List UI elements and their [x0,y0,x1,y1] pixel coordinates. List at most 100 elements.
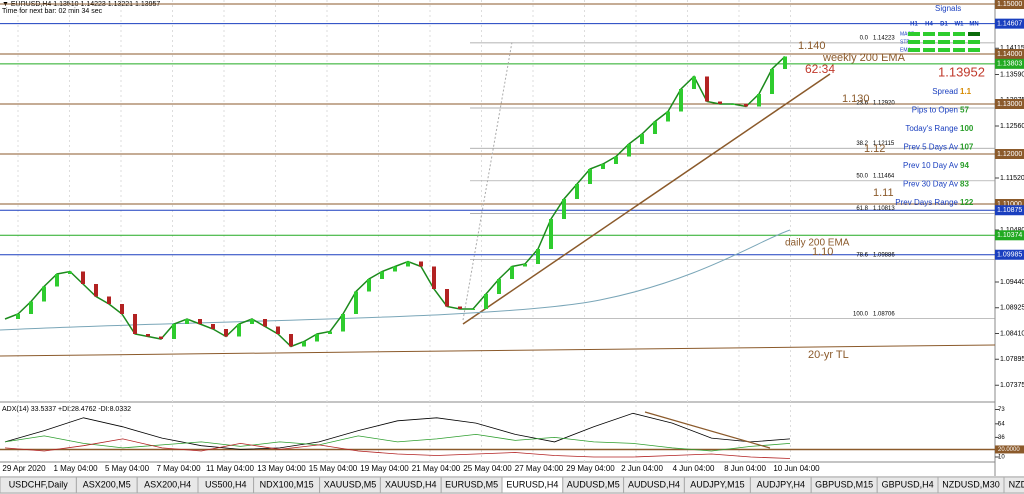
tab-label[interactable]: XAUUSD,M5 [324,479,377,489]
signal-col: H1 [910,22,918,28]
trendline [462,73,831,325]
signal-box [968,48,980,52]
stat-value: 57 [960,106,969,115]
stat-label: Spread [932,87,958,96]
tab-label[interactable]: EURUSD,M5 [445,479,498,489]
annotation: 20-yr TL [808,349,849,361]
candle [185,319,189,324]
stat-label: Today's Range [905,124,958,133]
tab-label[interactable]: AUDJPY,H4 [757,479,805,489]
adx-tick-label: 73 [998,407,1005,413]
candle [328,331,332,334]
candle [666,111,670,122]
annotation: 1.11 [873,187,894,199]
adx-label: ADX(14) 33.5337 +DI:28.4762 -DI:8.0332 [2,406,131,413]
tab[interactable] [1003,476,1024,494]
signals-title: Signals [935,4,961,13]
candle [731,104,735,105]
candle [68,271,72,274]
level-box [995,0,1024,10]
candle [549,219,553,249]
tab-label[interactable]: US500,H4 [205,479,247,489]
signal-box [953,40,965,44]
signal-row: EMA [900,47,912,53]
level-box [995,249,1024,260]
signal-box [968,40,980,44]
tab-label[interactable]: AUDJPY,M15 [690,479,744,489]
candle [380,271,384,279]
stat-label: Prev Days Range [895,198,958,207]
time-label: 27 May 04:00 [515,464,564,473]
price-label: 1.12560 [1000,123,1024,130]
level-label: 1.11000 [997,201,1022,208]
price-label: 1.13590 [1000,71,1024,78]
stat-label: Prev 30 Day Av [903,180,958,189]
candle [107,296,111,304]
candle [653,121,657,134]
tab-label[interactable]: AUDUSD,M5 [567,479,620,489]
candle [172,324,176,339]
tab-label[interactable]: NZDUSD,H4 [1009,479,1024,489]
candle [289,334,293,347]
time-label: 5 May 04:00 [105,464,150,473]
price-label: 1.11520 [1000,175,1024,182]
level-box [995,199,1024,209]
price-label: 1.14115 [1000,45,1024,52]
stat-value: 122 [960,198,974,207]
candle [341,314,345,332]
tab-label[interactable]: GBPUSD,H4 [882,479,934,489]
time-label: 7 May 04:00 [156,464,201,473]
level-label: 1.14607 [997,20,1022,27]
signal-box [923,48,935,52]
candle [718,101,722,104]
fib-level: 78.6 [856,252,868,258]
candle [120,304,124,314]
tab-label[interactable]: EURUSD,H4 [506,479,558,489]
candle [562,199,566,219]
fib-price: 1.08706 [873,311,895,317]
candle [757,94,761,107]
fib-level: 23.6 [856,101,868,107]
level-box [995,230,1024,241]
tab-label[interactable]: NZDUSD,M30 [942,479,1000,489]
tab-label[interactable]: NDX100,M15 [260,479,314,489]
candle [354,291,358,314]
tab-label[interactable]: USDCHF,Daily [9,479,69,489]
time-label: 29 Apr 2020 [2,464,46,473]
candle [523,264,527,267]
adx-line [4,412,791,450]
tab-label[interactable]: ASX200,M5 [83,479,131,489]
adx-trendline [644,411,771,449]
time-label: 10 Jun 04:00 [773,464,820,473]
candle [367,279,371,292]
level-label: 1.14000 [997,51,1022,58]
adx-line [4,433,791,452]
bar-timer: Time for next bar: 02 min 34 sec [2,8,103,15]
adx-tick-label: 36 [998,435,1005,441]
candle [393,266,397,272]
tab-label[interactable]: ASX200,H4 [144,479,191,489]
time-label: 2 Jun 04:00 [621,464,663,473]
fib-price: 1.12115 [873,141,895,147]
level-box [995,49,1024,59]
candle [445,289,449,307]
annotation: 1.140 [798,40,826,52]
trendline [0,344,996,357]
level-box [995,99,1024,109]
tab-label[interactable]: XAUUSD,H4 [385,479,437,489]
candle [614,156,618,164]
tab-label[interactable]: GBPUSD,M15 [815,479,873,489]
candle [224,329,228,337]
fib-level: 50.0 [856,173,868,179]
fib-price: 1.12920 [873,101,895,107]
candle [263,319,267,327]
signal-box [908,48,920,52]
signal-col: D1 [940,22,948,28]
adx-tick-label: 54 [998,421,1005,427]
signal-box [938,48,950,52]
level-label: 1.13000 [997,101,1022,108]
signal-box [908,32,920,36]
candle [133,314,137,334]
annotation: 62:34 [805,62,835,76]
tab-label[interactable]: AUDUSD,H4 [628,479,680,489]
